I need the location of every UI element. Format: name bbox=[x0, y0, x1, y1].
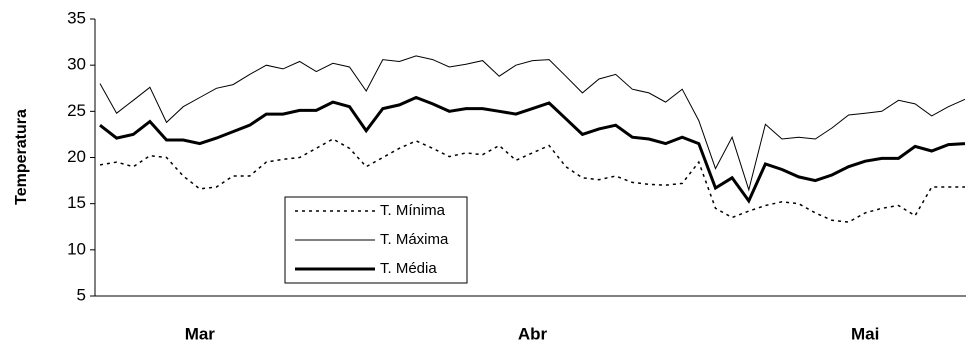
y-tick-label: 5 bbox=[77, 285, 86, 304]
y-tick-label: 30 bbox=[67, 55, 86, 74]
x-tick-label: Mar bbox=[185, 324, 216, 343]
line-series bbox=[99, 95, 966, 204]
y-tick-label: 10 bbox=[67, 239, 86, 258]
y-tick-label: 25 bbox=[67, 101, 86, 120]
legend-label: T. Mínima bbox=[380, 202, 446, 219]
legend-label: T. Máxima bbox=[380, 231, 449, 248]
line-series bbox=[99, 138, 965, 223]
line-series bbox=[99, 55, 966, 192]
x-tick-label: Abr bbox=[518, 324, 548, 343]
legend-label: T. Média bbox=[380, 260, 437, 277]
y-axis-label: Temperatura bbox=[13, 109, 30, 205]
y-tick-label: 15 bbox=[67, 193, 86, 212]
x-tick-label: Mai bbox=[851, 324, 879, 343]
y-tick-label: 20 bbox=[67, 147, 86, 166]
y-tick-label: 35 bbox=[67, 8, 86, 27]
